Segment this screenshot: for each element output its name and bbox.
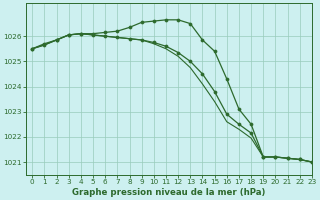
X-axis label: Graphe pression niveau de la mer (hPa): Graphe pression niveau de la mer (hPa)	[72, 188, 266, 197]
